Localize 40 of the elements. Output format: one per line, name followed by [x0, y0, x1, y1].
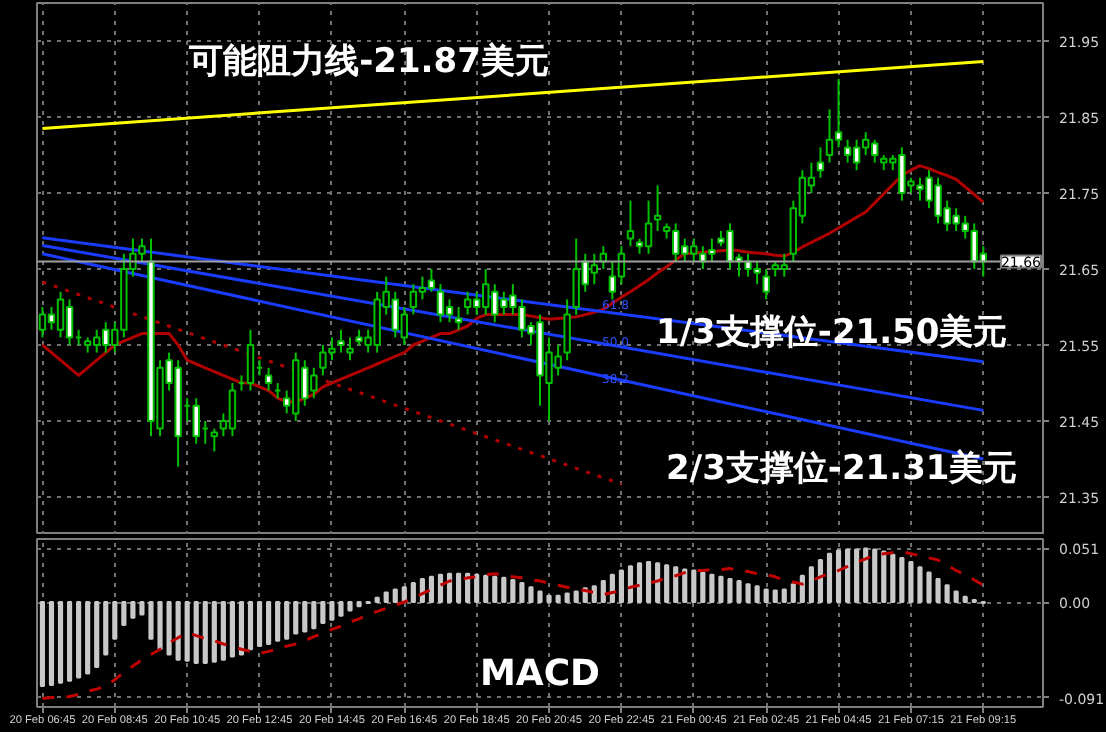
candlestick	[825, 108, 834, 164]
candlestick	[418, 275, 427, 301]
candlestick	[346, 336, 354, 362]
candlestick	[463, 290, 472, 316]
candlestick	[56, 290, 65, 339]
candlestick	[780, 252, 788, 278]
candlestick	[454, 306, 463, 331]
candlestick	[861, 131, 870, 156]
candlestick	[92, 328, 101, 354]
candlestick	[762, 268, 770, 301]
candlestick	[563, 298, 571, 362]
candlestick	[65, 298, 74, 346]
candlestick	[47, 306, 56, 331]
line-series	[40, 550, 985, 701]
candlestick	[409, 283, 418, 316]
candlestick	[228, 382, 237, 438]
annotation: 2/3支撑位-21.31美元	[666, 448, 1018, 489]
candlestick	[192, 397, 200, 445]
candlestick	[608, 260, 617, 301]
candlestick	[590, 252, 598, 286]
candlestick	[210, 427, 219, 453]
candlestick	[246, 328, 255, 392]
candlestick	[653, 184, 662, 232]
candlestick	[38, 306, 47, 339]
text: MACD	[480, 653, 601, 695]
candlestick	[834, 78, 843, 149]
candlestick	[852, 138, 861, 172]
candlestick	[337, 328, 345, 354]
candlestick	[626, 199, 635, 248]
candlestick	[400, 306, 409, 346]
candlestick	[445, 298, 454, 324]
candlestick	[472, 290, 481, 316]
candlestick	[644, 199, 653, 255]
candlestick	[671, 222, 680, 263]
candlestick	[436, 283, 445, 324]
annotation: 可能阻力线-21.87美元	[187, 41, 549, 82]
candlestick	[816, 146, 825, 179]
candlestick	[264, 366, 273, 392]
candlestick	[843, 138, 852, 164]
candlestick	[427, 268, 436, 293]
